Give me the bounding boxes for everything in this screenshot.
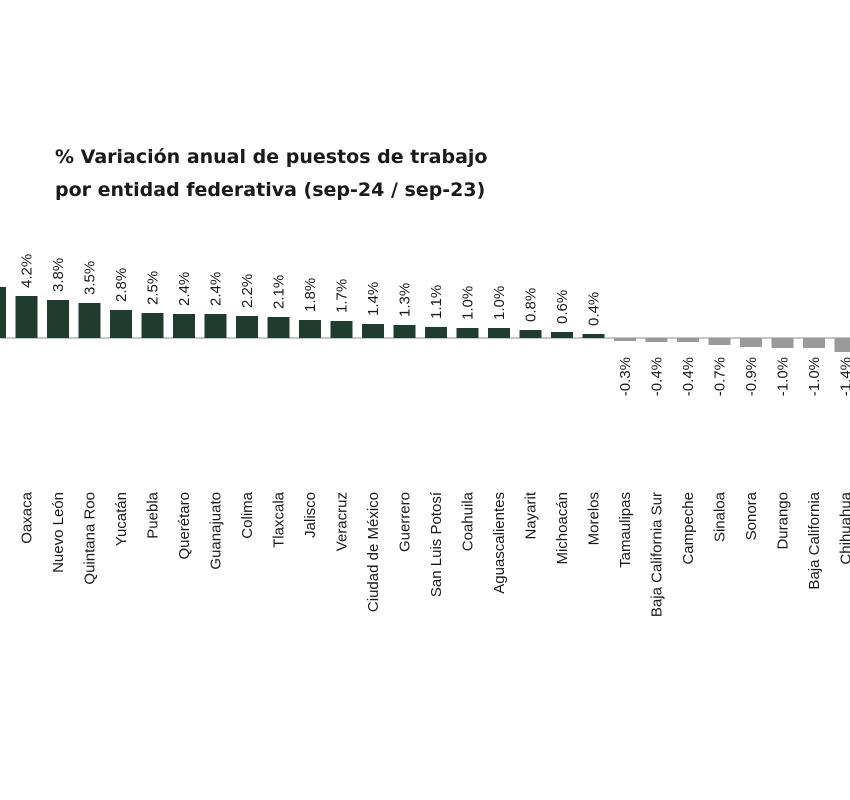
- bar: [677, 338, 699, 342]
- bar: [78, 303, 101, 338]
- category-label: Tlaxcala: [271, 491, 288, 548]
- bar: [299, 320, 321, 338]
- bar: [803, 338, 825, 348]
- value-label: -1.0%: [806, 357, 823, 396]
- value-label: 3.5%: [82, 261, 99, 295]
- category-label: Yucatán: [113, 492, 130, 546]
- category-label: Aguascalientes: [491, 492, 508, 594]
- value-label: -1.4%: [838, 357, 850, 396]
- bar: [614, 338, 636, 341]
- category-label: Chihuahua: [838, 491, 850, 564]
- value-label: 2.4%: [176, 272, 193, 306]
- category-label: Sonora: [743, 491, 760, 540]
- chart-title-line-1: % Variación anual de puestos de trabajo: [55, 146, 487, 168]
- bar: [393, 325, 416, 338]
- value-label: 2.5%: [145, 271, 162, 305]
- category-label: Baja California: [806, 491, 823, 589]
- value-label: 2.8%: [113, 268, 130, 302]
- value-labels-group: 5.1% 4.2% 3.8% 3.5% 2.8% 2.5% 2.4% 2.4% 2.2% 2.1%…: [0, 245, 850, 396]
- bar: [488, 328, 510, 338]
- category-label: Ciudad de México: [365, 492, 382, 612]
- bar: [519, 330, 542, 338]
- bar: [330, 321, 353, 338]
- value-label: 2.1%: [271, 275, 288, 309]
- category-label: Durango: [775, 492, 792, 550]
- category-label: Estado de México: [0, 492, 4, 611]
- bar: [362, 324, 384, 338]
- value-label: 1.0%: [460, 286, 477, 320]
- value-label: 5.1%: [0, 245, 4, 279]
- category-label: Baja California Sur: [649, 492, 666, 617]
- chart-title-line-2: por entidad federativa (sep-24 / sep-23): [55, 179, 485, 201]
- category-label: Quintana Roo: [82, 492, 99, 585]
- bar: [834, 338, 850, 352]
- value-label: 2.2%: [239, 274, 256, 308]
- bar: [110, 310, 132, 338]
- bar: [267, 317, 290, 338]
- category-label: Guanajuato: [208, 492, 225, 570]
- bar: [708, 338, 731, 345]
- bar: [0, 287, 6, 338]
- value-label: 1.4%: [365, 282, 382, 316]
- bars-group: [0, 287, 850, 352]
- bar: [425, 327, 447, 338]
- bar: [740, 338, 762, 347]
- value-label: 0.4%: [586, 292, 603, 326]
- value-label: 1.7%: [334, 279, 351, 313]
- category-label: Campeche: [680, 492, 697, 565]
- category-label: Tamaulipas: [617, 492, 634, 568]
- value-label: -0.3%: [617, 357, 634, 396]
- category-label: Puebla: [145, 491, 162, 538]
- category-label: Sinaloa: [712, 491, 729, 542]
- category-label: Colima: [239, 491, 256, 538]
- category-label: Oaxaca: [19, 491, 36, 543]
- category-label: Jalisco: [302, 492, 319, 538]
- category-label: Querétaro: [176, 492, 193, 560]
- bar: [141, 313, 164, 338]
- value-label: -0.4%: [649, 357, 666, 396]
- bar: [551, 332, 573, 338]
- value-label: 0.6%: [554, 290, 571, 324]
- category-label: Morelos: [586, 492, 603, 545]
- value-label: 1.3%: [397, 283, 414, 317]
- bar: [645, 338, 668, 342]
- bar: [582, 334, 605, 338]
- bar: [236, 316, 258, 338]
- value-label: 2.4%: [208, 272, 225, 306]
- category-label: Nayarit: [523, 491, 540, 539]
- value-label: -0.7%: [712, 357, 729, 396]
- value-label: 4.2%: [19, 254, 36, 288]
- category-label: Michoacán: [554, 492, 571, 565]
- value-label: -0.9%: [743, 357, 760, 396]
- value-label: 1.0%: [491, 286, 508, 320]
- category-label: San Luis Potosí: [428, 491, 445, 597]
- value-label: -1.0%: [775, 357, 792, 396]
- category-label: Coahuila: [460, 491, 477, 551]
- bar: [173, 314, 195, 338]
- bar: [15, 296, 38, 338]
- value-label: 1.8%: [302, 278, 319, 312]
- bar: [456, 328, 479, 338]
- bar: [771, 338, 794, 348]
- value-label: 1.1%: [428, 285, 445, 319]
- value-label: -0.4%: [680, 357, 697, 396]
- bar: [47, 300, 69, 338]
- value-label: 3.8%: [50, 258, 67, 292]
- category-label: Veracruz: [334, 492, 351, 551]
- category-label: Guerrero: [397, 492, 414, 552]
- category-labels-group: Estado de México Oaxaca Nuevo León Quintana…: [0, 491, 850, 617]
- bar: [204, 314, 227, 338]
- category-label: Nuevo León: [50, 492, 67, 573]
- value-label: 0.8%: [523, 288, 540, 322]
